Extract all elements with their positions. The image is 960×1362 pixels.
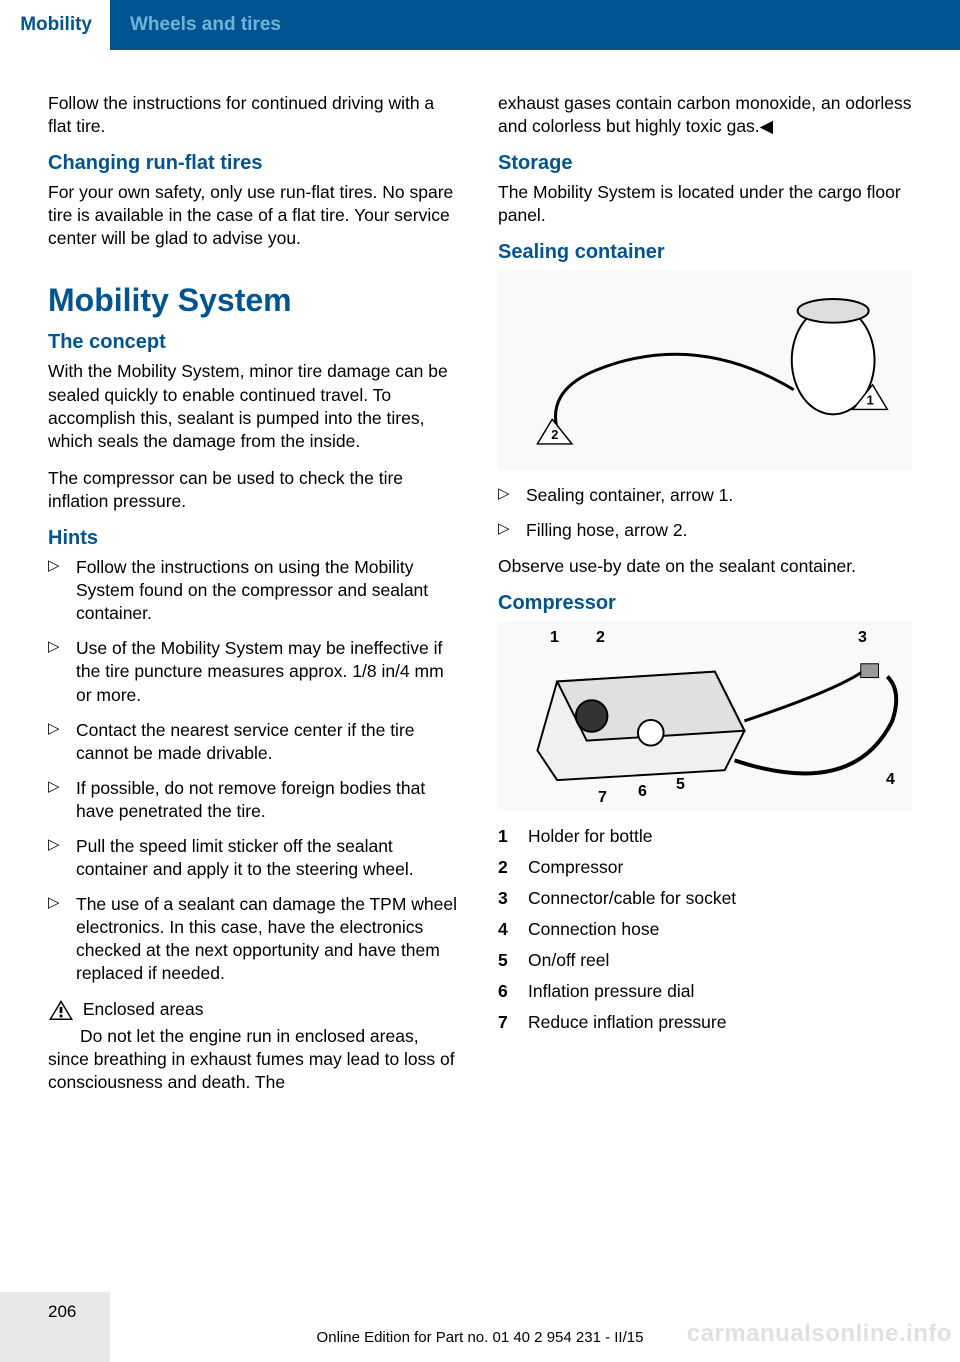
compressor-legend: 1Holder for bottle 2Compressor 3Connecto…: [498, 825, 912, 1035]
list-item: 4Connection hose: [498, 918, 912, 941]
legend-text: On/off reel: [528, 949, 609, 972]
callout-label: 5: [676, 776, 685, 794]
legend-number: 7: [498, 1011, 528, 1034]
header-secondary-label: Wheels and tires: [110, 14, 281, 36]
callout-label: 3: [858, 629, 867, 647]
legend-number: 1: [498, 825, 528, 848]
list-item: Pull the speed limit sticker off the sea…: [48, 835, 462, 881]
concept-paragraph-2: The compressor can be used to check the …: [48, 467, 462, 513]
right-column: exhaust gases contain carbon monoxide, a…: [498, 92, 912, 1094]
list-item: 7Reduce inflation pressure: [498, 1011, 912, 1034]
warning-icon: [48, 999, 74, 1021]
legend-number: 6: [498, 980, 528, 1003]
list-item: Sealing container, arrow 1.: [498, 484, 912, 507]
concept-paragraph-1: With the Mobility System, minor tire dam…: [48, 360, 462, 452]
runflat-paragraph: For your own safety, only use run-flat t…: [48, 181, 462, 250]
intro-paragraph: Follow the instructions for continued dr…: [48, 92, 462, 138]
svg-text:2: 2: [551, 427, 558, 442]
hints-heading: Hints: [48, 527, 462, 550]
list-item: 1Holder for bottle: [498, 825, 912, 848]
legend-number: 5: [498, 949, 528, 972]
legend-text: Reduce inflation pressure: [528, 1011, 726, 1034]
legend-number: 3: [498, 887, 528, 910]
svg-text:1: 1: [867, 393, 874, 408]
concept-heading: The concept: [48, 331, 462, 354]
compressor-illustration: 1 2 3 4 5 6 7: [498, 621, 912, 811]
legend-number: 4: [498, 918, 528, 941]
storage-paragraph: The Mobility System is located under the…: [498, 181, 912, 227]
legend-text: Holder for bottle: [528, 825, 653, 848]
page-number: 206: [48, 1302, 76, 1322]
compressor-heading: Compressor: [498, 592, 912, 615]
page-footer: 206 Online Edition for Part no. 01 40 2 …: [0, 1292, 960, 1362]
legend-text: Connection hose: [528, 918, 659, 941]
list-item: 3Connector/cable for socket: [498, 887, 912, 910]
list-item: The use of a sealant can damage the TPM …: [48, 893, 462, 985]
warning-paragraph: Do not let the engine run in enclosed ar…: [48, 1025, 462, 1094]
sealing-note: Observe use-by date on the sealant conta…: [498, 555, 912, 578]
list-item: Follow the instructions on using the Mob…: [48, 556, 462, 625]
callout-label: 4: [886, 771, 895, 789]
sealing-container-illustration: 2 1: [498, 270, 912, 470]
callout-label: 2: [596, 629, 605, 647]
legend-text: Connector/cable for socket: [528, 887, 736, 910]
runflat-heading: Changing run-flat tires: [48, 152, 462, 175]
footer-edition-text: Online Edition for Part no. 01 40 2 954 …: [317, 1329, 644, 1346]
header-tab-box: Mobility: [0, 0, 110, 50]
sealing-list: Sealing container, arrow 1. Filling hose…: [498, 484, 912, 542]
list-item: 2Compressor: [498, 856, 912, 879]
legend-text: Compressor: [528, 856, 623, 879]
callout-label: 6: [638, 783, 647, 801]
legend-text: Inflation pressure dial: [528, 980, 694, 1003]
sealing-heading: Sealing container: [498, 241, 912, 264]
list-item: 5On/off reel: [498, 949, 912, 972]
storage-heading: Storage: [498, 152, 912, 175]
content-wrapper: Follow the instructions for continued dr…: [0, 50, 960, 1094]
mobility-system-heading: Mobility System: [48, 282, 462, 319]
list-item: If possible, do not remove foreign bodie…: [48, 777, 462, 823]
list-item: Use of the Mobility System may be ineffe…: [48, 637, 462, 706]
watermark-text: carmanualsonline.info: [687, 1320, 952, 1348]
callout-label: 7: [598, 789, 607, 807]
warning-title: Enclosed areas: [83, 999, 204, 1019]
hints-list: Follow the instructions on using the Mob…: [48, 556, 462, 986]
list-item: 6Inflation pressure dial: [498, 980, 912, 1003]
continuation-paragraph: exhaust gases contain carbon monoxide, a…: [498, 92, 912, 138]
list-item: Filling hose, arrow 2.: [498, 519, 912, 542]
legend-number: 2: [498, 856, 528, 879]
header-primary-label: Mobility: [20, 14, 92, 36]
left-column: Follow the instructions for continued dr…: [48, 92, 462, 1094]
list-item: Contact the nearest service center if th…: [48, 719, 462, 765]
warning-block: Enclosed areas Do not let the engine run…: [48, 998, 462, 1095]
page-header: Mobility Wheels and tires: [0, 0, 960, 50]
callout-label: 1: [550, 629, 559, 647]
